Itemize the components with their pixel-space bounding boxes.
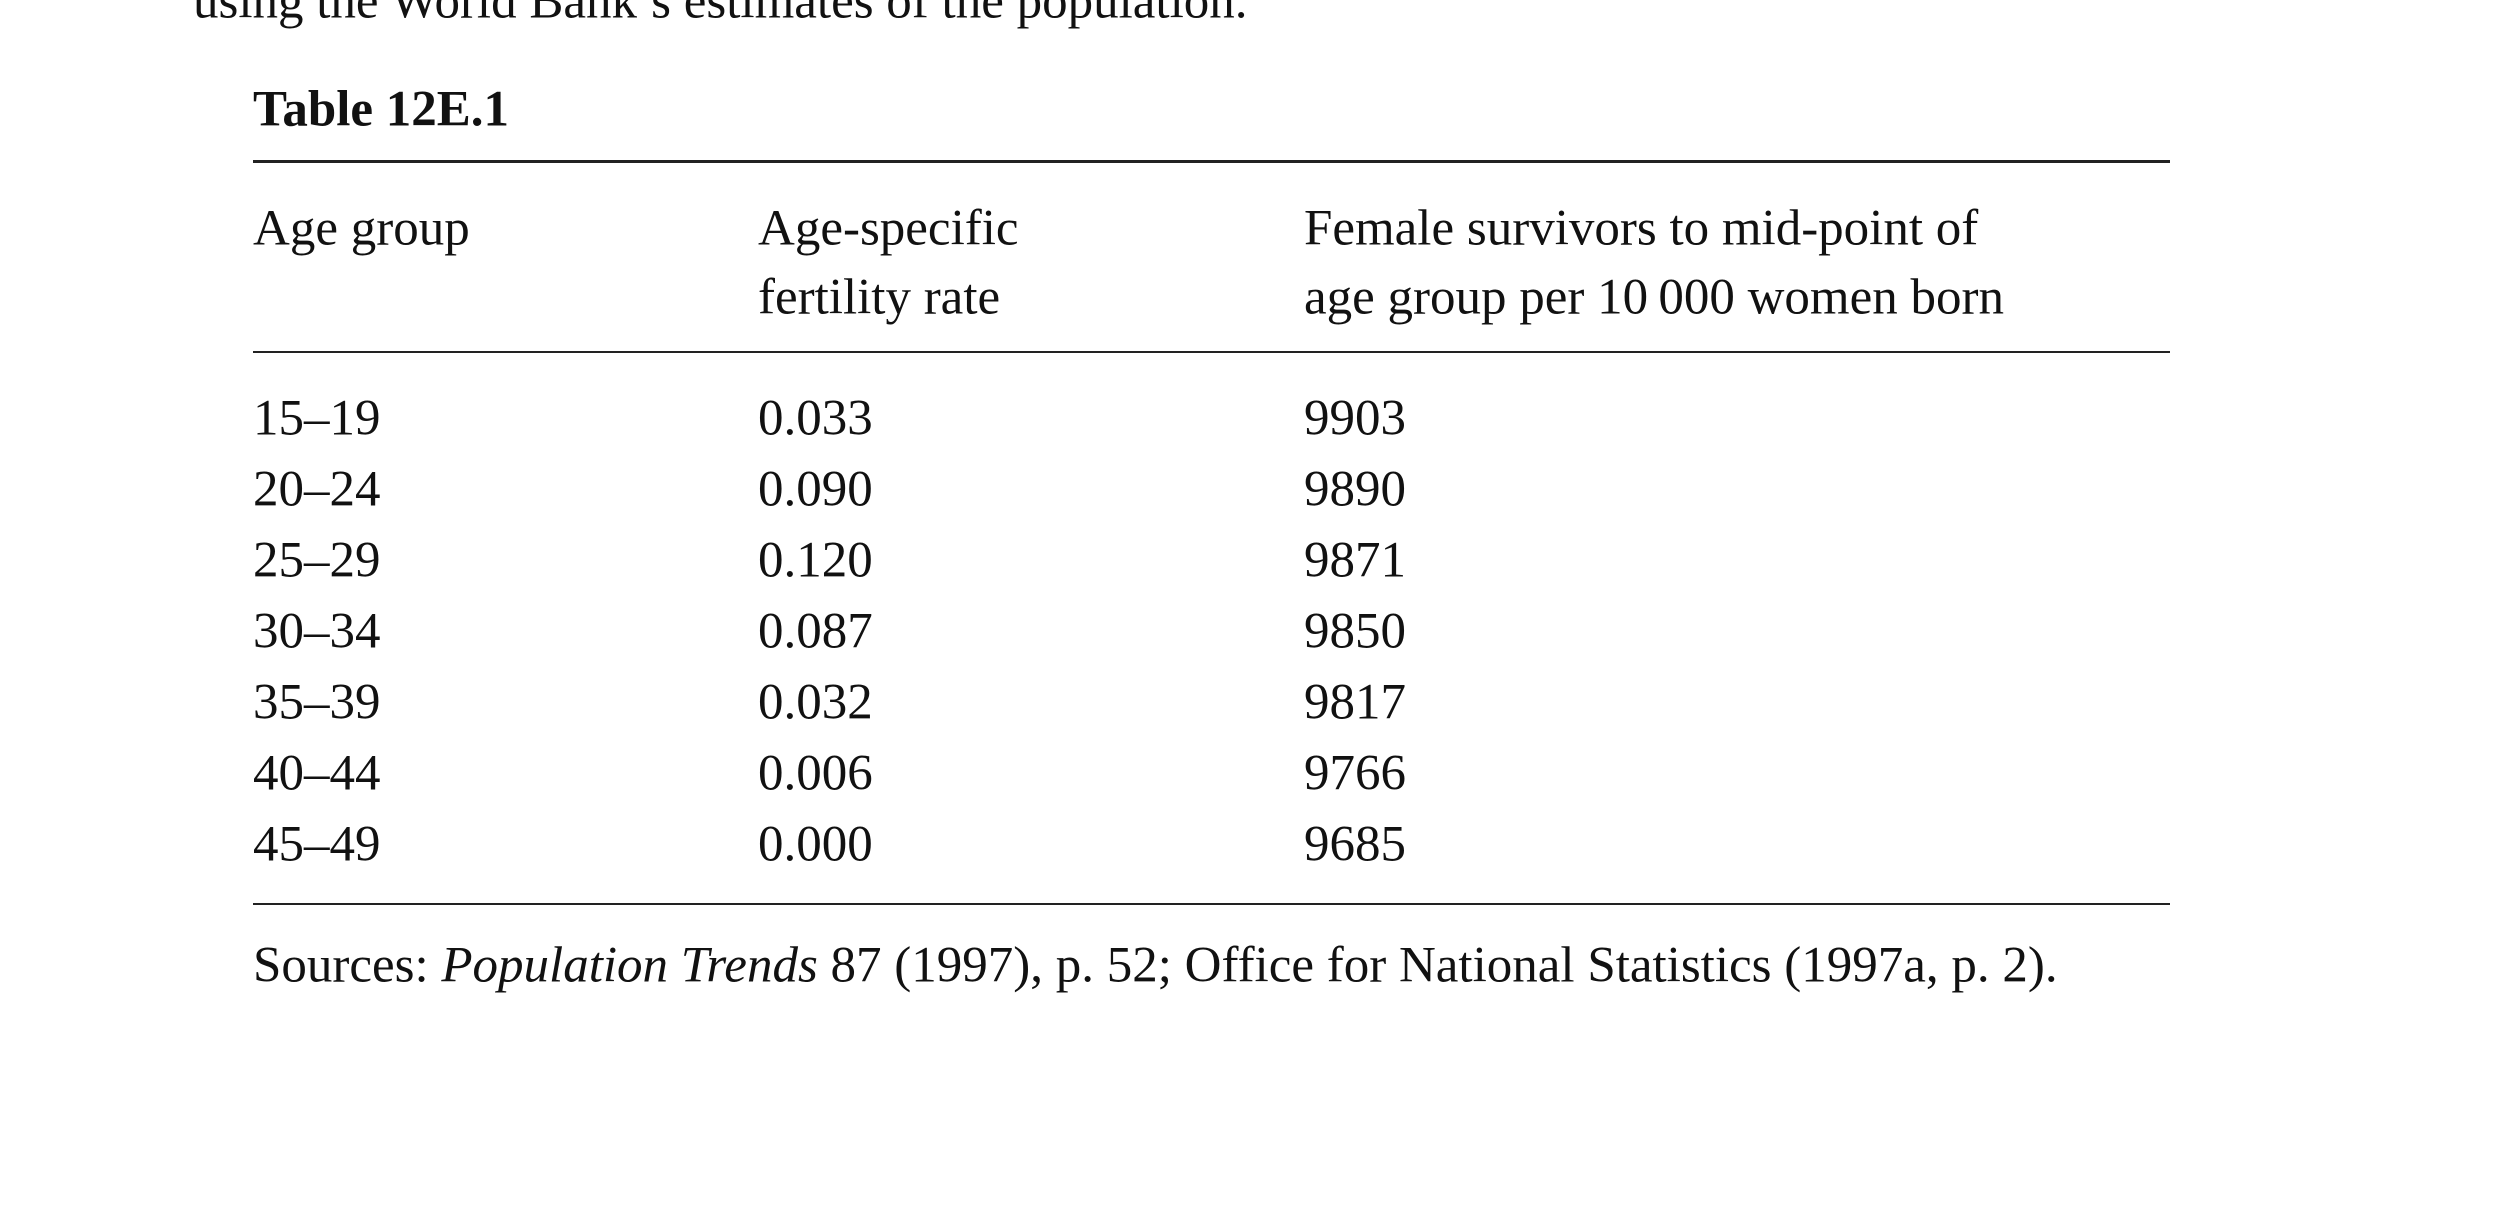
table-cell: 15–19 (253, 390, 381, 447)
table-cell: 45–49 (253, 816, 381, 873)
source-part: Sources: (253, 937, 442, 994)
table-cell: 0.120 (758, 532, 873, 589)
table-cell: 30–34 (253, 603, 381, 660)
table-cell: 9871 (1304, 532, 1406, 589)
table-source: Sources: Population Trends 87 (1997), p.… (253, 937, 2058, 994)
table-cell: 9903 (1304, 390, 1406, 447)
column-header: Female survivors to mid-point of (1304, 200, 1979, 257)
source-part: 87 (1997), p. 52; Office for National St… (817, 937, 2058, 994)
table-cell: 0.032 (758, 674, 873, 731)
column-header: age group per 10 000 women born (1304, 269, 2004, 326)
table-cell: 0.033 (758, 390, 873, 447)
table-cell: 40–44 (253, 745, 381, 802)
table-cell: 9850 (1304, 603, 1406, 660)
table-cell: 0.006 (758, 745, 873, 802)
table-cell: 9685 (1304, 816, 1406, 873)
table-cell: 20–24 (253, 461, 381, 518)
table-cell: 9890 (1304, 461, 1406, 518)
column-header: Age group (253, 200, 470, 257)
table-cell: 9817 (1304, 674, 1406, 731)
table-cell: 0.090 (758, 461, 873, 518)
top-rule (253, 160, 2170, 163)
source-part: Population Trends (441, 937, 818, 994)
column-header: Age-specific (758, 200, 1019, 257)
intro-text: using the World Bank’s estimates of the … (193, 0, 1248, 30)
table-cell: 0.000 (758, 816, 873, 873)
table-cell: 35–39 (253, 674, 381, 731)
table-cell: 9766 (1304, 745, 1406, 802)
table-cell: 0.087 (758, 603, 873, 660)
bottom-rule (253, 903, 2170, 905)
table-title: Table 12E.1 (253, 81, 510, 138)
table-cell: 25–29 (253, 532, 381, 589)
header-rule (253, 351, 2170, 353)
column-header: fertility rate (758, 269, 1001, 326)
